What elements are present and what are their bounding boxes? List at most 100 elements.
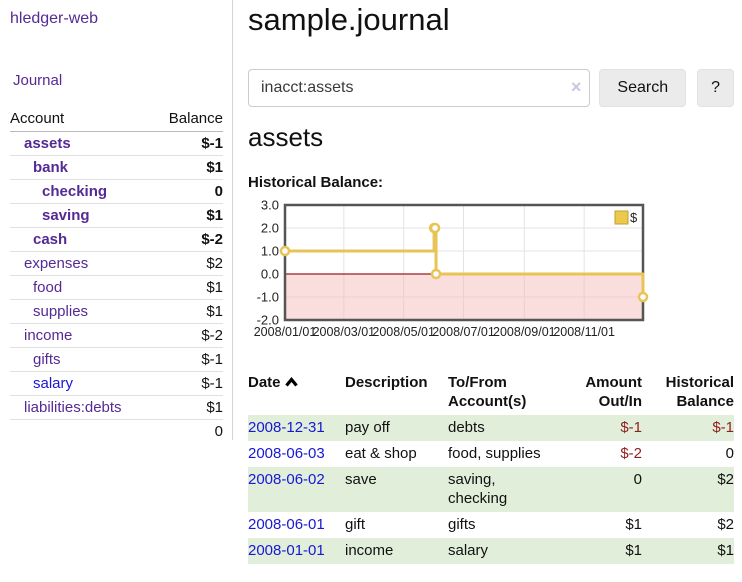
accounts-header-account: Account <box>10 107 154 132</box>
account-link-food[interactable]: food <box>33 279 63 296</box>
transaction-date-link[interactable]: 2008-12-31 <box>248 419 325 436</box>
accounts-total-row: 0 <box>10 419 223 443</box>
transaction-description: income <box>345 542 394 559</box>
transaction-balance: $2 <box>717 471 734 488</box>
account-row: salary $-1 <box>10 371 223 396</box>
account-balance: $-1 <box>153 347 223 372</box>
historical-balance-chart: $3.0 2.0 1.0 0.0 -1.0 -2.0 2008/01/01 2008/03/0… <box>248 198 734 347</box>
register-header-balance: Historical Balance <box>665 374 734 410</box>
account-row: income $-2 <box>10 323 223 348</box>
transaction-balance: $2 <box>717 516 734 533</box>
chart-label: Historical Balance: <box>248 174 384 191</box>
accounts-table: Account Balance assets $-1 bank $1 checking 0… <box>10 107 223 443</box>
account-link-gifts[interactable]: gifts <box>33 351 61 368</box>
search-help-button[interactable]: ? <box>697 69 734 107</box>
account-balance: $-1 <box>153 131 223 156</box>
account-link-salary[interactable]: salary <box>33 375 74 392</box>
account-balance: $1 <box>153 155 223 180</box>
transaction-amount: $1 <box>625 516 642 533</box>
transaction-accounts: gifts <box>448 516 476 533</box>
register-table: Date Description To/From Account(s) Amou… <box>248 372 734 564</box>
svg-text:2008/11/01: 2008/11/01 <box>553 325 615 339</box>
svg-text:2008/05/01: 2008/05/01 <box>372 325 435 339</box>
account-row: liabilities:debts $1 <box>10 395 223 420</box>
account-balance: $1 <box>153 203 223 228</box>
transaction-amount: $1 <box>625 542 642 559</box>
account-link-income[interactable]: income <box>24 327 73 344</box>
transaction-accounts: salary <box>448 542 489 559</box>
account-link-assets[interactable]: assets <box>24 135 71 152</box>
account-row: assets $-1 <box>10 131 223 156</box>
main-content: sample.journal × Search ? assets Histori… <box>248 0 734 564</box>
transaction-description: gift <box>345 516 366 533</box>
accounts-header-balance: Balance <box>153 107 223 132</box>
svg-text:-2.0: -2.0 <box>257 313 279 328</box>
account-row: expenses $2 <box>10 251 223 276</box>
transaction-amount: $-2 <box>620 445 642 462</box>
register-row: 2008-06-03 eat & shop food, supplies $-2 0 <box>248 441 734 467</box>
svg-text:$: $ <box>630 210 638 225</box>
accounts-total-value: 0 <box>153 419 223 443</box>
account-balance: $1 <box>153 275 223 300</box>
transaction-balance: $-1 <box>712 419 734 436</box>
svg-text:2008/03/01: 2008/03/01 <box>313 325 376 339</box>
account-row: gifts $-1 <box>10 347 223 372</box>
account-row: food $1 <box>10 275 223 300</box>
account-link-cash[interactable]: cash <box>33 231 68 248</box>
register-row: 2008-01-01 income salary $1 $1 <box>248 538 734 564</box>
account-balance: $-1 <box>153 371 223 396</box>
account-link-expenses[interactable]: expenses <box>24 255 89 272</box>
svg-text:-1.0: -1.0 <box>257 290 279 305</box>
search-form: × Search ? <box>248 69 734 107</box>
transaction-accounts: saving, checking <box>448 471 508 507</box>
sort-ascending-icon <box>284 373 298 392</box>
account-link-liabilities-debts[interactable]: liabilities:debts <box>24 399 122 416</box>
svg-text:0.0: 0.0 <box>261 267 279 282</box>
account-row: saving $1 <box>10 203 223 228</box>
transaction-date-link[interactable]: 2008-06-02 <box>248 471 325 488</box>
account-row: bank $1 <box>10 155 223 180</box>
svg-text:2008/01/01: 2008/01/01 <box>254 325 317 339</box>
transaction-accounts: food, supplies <box>448 445 541 462</box>
sidebar: hledger-web Journal Account Balance asse… <box>0 0 233 443</box>
transaction-date-link[interactable]: 2008-06-01 <box>248 516 325 533</box>
account-heading: assets <box>248 122 324 152</box>
svg-text:1.0: 1.0 <box>261 244 279 259</box>
search-input[interactable] <box>248 69 591 107</box>
register-header-accounts: To/From Account(s) <box>448 374 527 410</box>
sidebar-item-journal[interactable]: Journal <box>13 72 63 89</box>
transaction-description: save <box>345 471 377 488</box>
register-header-amount: Amount Out/In <box>585 374 642 410</box>
account-balance: $-2 <box>153 227 223 252</box>
transaction-description: eat & shop <box>345 445 417 462</box>
account-balance: $1 <box>153 395 223 420</box>
account-balance: $-2 <box>153 323 223 348</box>
register-row: 2008-06-02 save saving, checking 0 $2 <box>248 467 734 512</box>
clear-search-icon[interactable]: × <box>570 77 582 97</box>
account-link-bank[interactable]: bank <box>33 159 69 176</box>
account-link-checking[interactable]: checking <box>42 183 108 200</box>
transaction-date-link[interactable]: 2008-06-03 <box>248 445 325 462</box>
register-row: 2008-06-01 gift gifts $1 $2 <box>248 512 734 538</box>
account-link-saving[interactable]: saving <box>42 207 90 224</box>
app-title: hledger-web <box>10 10 99 27</box>
svg-text:2008/09/01: 2008/09/01 <box>493 325 556 339</box>
svg-text:2.0: 2.0 <box>261 221 279 236</box>
transaction-description: pay off <box>345 419 390 436</box>
transaction-date-link[interactable]: 2008-01-01 <box>248 542 325 559</box>
register-header-date[interactable]: Date <box>248 372 345 415</box>
account-balance: $2 <box>153 251 223 276</box>
account-row: cash $-2 <box>10 227 223 252</box>
svg-text:2008/07/01: 2008/07/01 <box>432 325 495 339</box>
transaction-amount: $-1 <box>620 419 642 436</box>
account-row: supplies $1 <box>10 299 223 324</box>
transaction-amount: 0 <box>633 471 642 488</box>
search-button[interactable]: Search <box>599 69 687 107</box>
register-header-description: Description <box>345 374 428 391</box>
page-title: sample.journal <box>248 2 450 37</box>
account-link-supplies[interactable]: supplies <box>33 303 89 320</box>
register-row: 2008-12-31 pay off debts $-1 $-1 <box>248 415 734 441</box>
transaction-balance: 0 <box>725 445 734 462</box>
account-balance: $1 <box>153 299 223 324</box>
account-row: checking 0 <box>10 179 223 204</box>
